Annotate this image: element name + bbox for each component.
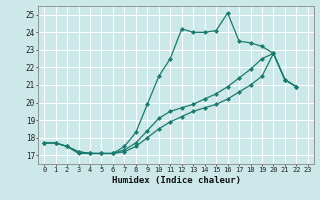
X-axis label: Humidex (Indice chaleur): Humidex (Indice chaleur) [111,176,241,185]
